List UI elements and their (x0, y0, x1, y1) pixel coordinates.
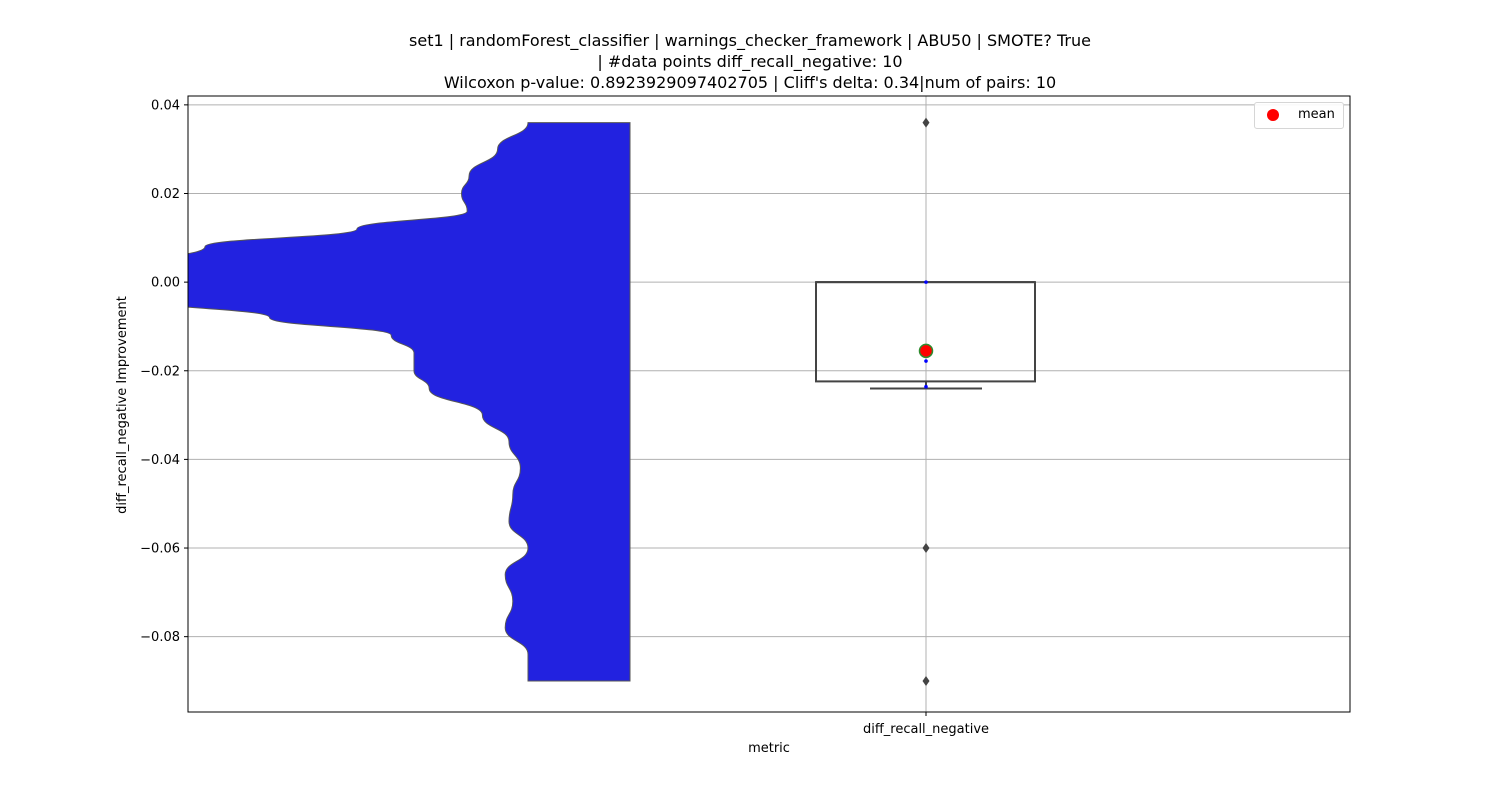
flier-point (922, 675, 930, 686)
plot-frame (187, 95, 1351, 713)
legend: mean (1254, 102, 1344, 129)
y-tick-label: −0.06 (140, 542, 180, 557)
mean-marker (918, 343, 934, 359)
chart-title-line-3: Wilcoxon p-value: 0.8923929097402705 | C… (443, 73, 1057, 92)
violin-body (188, 122, 631, 682)
flier-point (922, 543, 930, 554)
data-point (924, 359, 928, 363)
x-tick-label: diff_recall_negative (863, 722, 989, 737)
y-tick-label: 0.02 (151, 187, 180, 202)
legend-mean-marker (1267, 109, 1279, 121)
chart-title-line-1: set1 | randomForest_classifier | warning… (409, 31, 1091, 50)
x-axis-label: metric (748, 741, 790, 756)
y-tick-label: −0.02 (140, 364, 180, 379)
data-point (924, 384, 928, 389)
legend-entry-mean: mean (1298, 107, 1335, 122)
y-axis-label: diff_recall_negative Improvement (115, 296, 130, 514)
y-tick-label: −0.04 (140, 453, 180, 468)
y-tick-label: 0.00 (151, 276, 180, 291)
chart-title-line-2: | #data points diff_recall_negative: 10 (597, 52, 903, 71)
data-point (924, 280, 928, 284)
flier-point (922, 117, 930, 128)
y-tick-label: 0.04 (151, 98, 180, 113)
y-tick-label: −0.08 (140, 630, 180, 645)
